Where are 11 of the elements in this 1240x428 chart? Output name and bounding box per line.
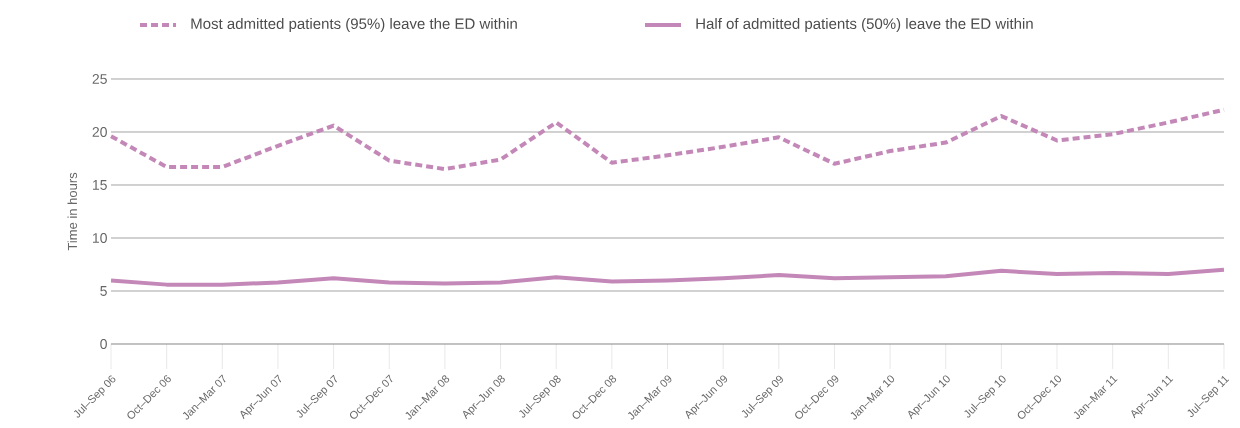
legend-label: Most admitted patients (95%) leave the ED within — [191, 18, 517, 32]
line-series — [109, 267, 1226, 287]
y-tick-label: 25 — [92, 74, 107, 84]
y-axis-title: Time in hours — [67, 172, 78, 251]
y-tick-label: 20 — [92, 127, 107, 137]
y-tick-label: 0 — [100, 339, 107, 349]
line-series — [109, 107, 1226, 172]
y-tick-label: 5 — [100, 286, 107, 296]
legend-label: Half of admitted patients (50%) leave the ED within — [696, 18, 1033, 32]
y-tick-label: 15 — [92, 180, 107, 190]
y-tick-label: 10 — [92, 233, 107, 243]
